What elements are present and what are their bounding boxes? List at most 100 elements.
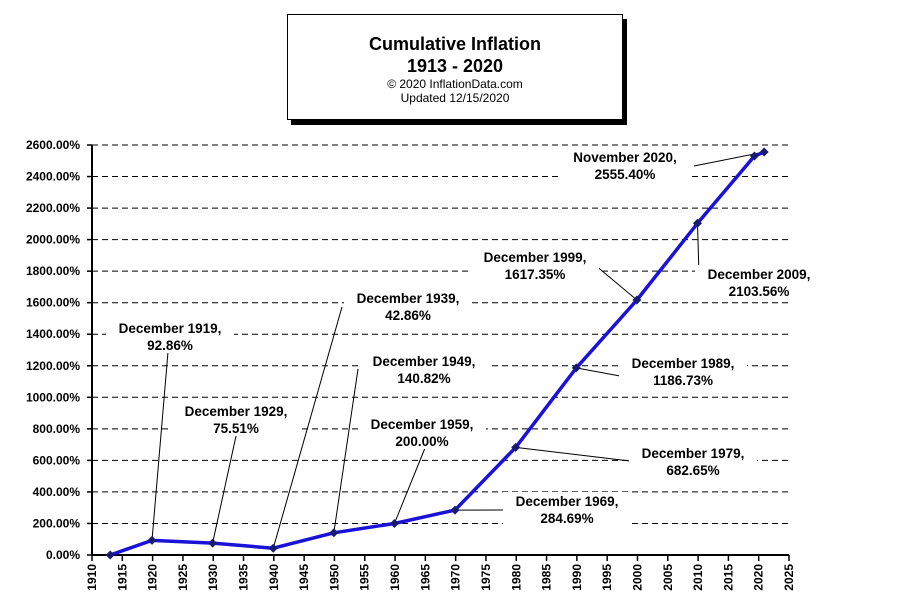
annotation-value-label: 1617.35% bbox=[505, 267, 566, 282]
y-tick-label: 2400.00% bbox=[26, 170, 80, 184]
chart-title-box: Cumulative Inflation 1913 - 2020 © 2020 … bbox=[287, 14, 623, 120]
annotation-date-label: December 1929, bbox=[185, 404, 288, 419]
annotation-labels: December 1919, 92.86% December 1929, 75.51%… bbox=[106, 148, 823, 526]
y-tick-label: 1400.00% bbox=[26, 327, 80, 341]
x-tick-label: 2025 bbox=[782, 564, 796, 591]
annotation-value-label: 200.00% bbox=[395, 434, 448, 449]
annotation-value-label: 682.65% bbox=[666, 463, 719, 478]
annotation-leader-line bbox=[151, 351, 169, 541]
chart-title: Cumulative Inflation bbox=[368, 34, 541, 54]
x-tick-label: 1935 bbox=[237, 564, 251, 591]
data-point-marker bbox=[759, 147, 769, 157]
y-tick-label: 1200.00% bbox=[26, 359, 80, 373]
x-tick-label: 2005 bbox=[661, 564, 675, 591]
y-tick-label: 1600.00% bbox=[26, 296, 80, 310]
series-layer bbox=[105, 147, 769, 560]
annotation-date-label: December 1979, bbox=[642, 446, 745, 461]
annotation-date-label: November 2020, bbox=[573, 150, 677, 165]
annotation-value-label: 284.69% bbox=[540, 511, 593, 526]
y-tick-label: 1000.00% bbox=[26, 390, 80, 404]
annotation-value-label: 75.51% bbox=[213, 421, 259, 436]
y-tick-label: 800.00% bbox=[33, 422, 81, 436]
annotation-value-label: 2555.40% bbox=[595, 167, 656, 182]
annotation-leader-line bbox=[212, 435, 237, 544]
x-tick-label: 1970 bbox=[449, 564, 463, 591]
data-point-marker bbox=[208, 538, 218, 548]
x-tick-label: 1940 bbox=[267, 564, 281, 591]
annotation-value-label: 2103.56% bbox=[729, 284, 790, 299]
annotation-value-label: 140.82% bbox=[397, 371, 450, 386]
x-tick-label: 1915 bbox=[115, 564, 129, 591]
data-point-marker bbox=[147, 535, 157, 545]
x-tick-label: 1930 bbox=[206, 564, 220, 591]
copyright-text: © 2020 InflationData.com bbox=[387, 77, 523, 91]
annotation-label-background bbox=[561, 148, 689, 182]
y-tick-label: 2600.00% bbox=[26, 138, 80, 152]
annotation-leader-line bbox=[576, 367, 621, 377]
annotation-leader-line bbox=[272, 306, 343, 549]
data-point-marker bbox=[450, 505, 460, 515]
y-tick-label: 400.00% bbox=[33, 485, 81, 499]
y-tick-label: 200.00% bbox=[33, 516, 81, 530]
x-tick-label: 2020 bbox=[752, 564, 766, 591]
annotation-label-background bbox=[695, 265, 823, 299]
annotation-date-label: December 1969, bbox=[516, 494, 619, 509]
x-tick-label: 1975 bbox=[479, 564, 493, 591]
annotation-label-background bbox=[503, 492, 631, 526]
x-tick-label: 1995 bbox=[600, 564, 614, 591]
axes: 0.00% 200.00% 400.00% 600.00% 800.00% 1000.00… bbox=[26, 138, 796, 591]
annotation-label-background bbox=[344, 289, 472, 323]
annotation-date-label: December 1989, bbox=[632, 356, 735, 371]
x-tick-label: 2000 bbox=[630, 564, 644, 591]
y-tick-label: 1800.00% bbox=[26, 264, 80, 278]
annotation-value-label: 42.86% bbox=[385, 308, 431, 323]
x-tick-label: 1990 bbox=[570, 564, 584, 591]
annotation-label-background bbox=[471, 248, 599, 282]
x-tick-label: 1920 bbox=[146, 564, 160, 591]
annotation-leaders bbox=[151, 151, 765, 549]
annotation-date-label: December 1939, bbox=[357, 291, 460, 306]
annotation-label-background bbox=[358, 415, 486, 449]
annotation-label-background bbox=[619, 354, 747, 388]
data-point-marker bbox=[511, 442, 521, 452]
data-point-marker bbox=[632, 295, 642, 305]
data-point-marker bbox=[389, 518, 399, 528]
annotation-value-label: 92.86% bbox=[147, 338, 193, 353]
data-point-marker bbox=[749, 151, 759, 161]
annotation-date-label: December 1999, bbox=[484, 250, 587, 265]
annotation-label-background bbox=[360, 352, 488, 386]
x-tick-label: 1950 bbox=[327, 564, 341, 591]
x-tick-label: 1985 bbox=[540, 564, 554, 591]
x-tick-label: 1955 bbox=[358, 564, 372, 591]
x-tick-label: 1910 bbox=[85, 564, 99, 591]
x-tick-label: 1965 bbox=[418, 564, 432, 591]
data-point-marker bbox=[105, 550, 115, 560]
annotation-date-label: December 1949, bbox=[373, 354, 476, 369]
x-tick-label: 2010 bbox=[691, 564, 705, 591]
y-tick-label: 0.00% bbox=[46, 548, 80, 562]
annotation-label-background bbox=[629, 444, 757, 478]
x-tick-label: 1945 bbox=[297, 564, 311, 591]
annotation-date-label: December 2009, bbox=[708, 267, 811, 282]
updated-text: Updated 12/15/2020 bbox=[400, 91, 510, 105]
x-tick-label: 2015 bbox=[721, 564, 735, 591]
x-tick-label: 1980 bbox=[509, 564, 523, 591]
y-tick-label: 2200.00% bbox=[26, 201, 80, 215]
chart-subtitle-years: 1913 - 2020 bbox=[406, 56, 504, 76]
x-tick-label: 1925 bbox=[176, 564, 190, 591]
annotation-leader-line bbox=[594, 264, 638, 301]
annotation-date-label: December 1919, bbox=[119, 321, 222, 336]
data-point-marker bbox=[692, 218, 702, 228]
y-tick-label: 600.00% bbox=[33, 453, 81, 467]
data-point-marker bbox=[268, 543, 278, 553]
annotation-leader-line bbox=[515, 446, 631, 462]
annotation-label-background bbox=[106, 319, 234, 353]
annotation-value-label: 1186.73% bbox=[653, 373, 713, 388]
annotation-leader-line bbox=[333, 368, 359, 533]
x-tick-label: 1960 bbox=[388, 564, 402, 591]
data-point-marker bbox=[571, 363, 581, 373]
annotation-date-label: December 1959, bbox=[371, 417, 474, 432]
annotation-label-background bbox=[172, 402, 300, 436]
annotation-leader-line bbox=[393, 447, 426, 524]
